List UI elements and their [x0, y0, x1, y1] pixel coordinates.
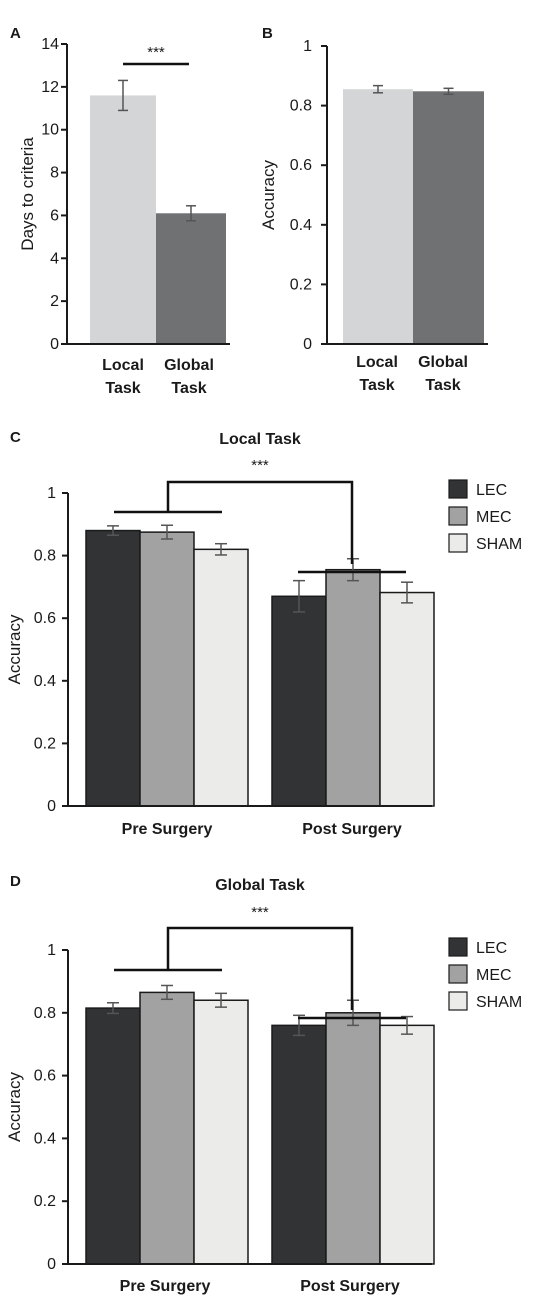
bar: [343, 89, 413, 345]
legend-swatch-lec: [448, 479, 468, 499]
legend-swatch-sham: [448, 991, 468, 1011]
y-tick-label: 0.2: [34, 735, 56, 752]
x-category-label: Pre Surgery: [122, 821, 213, 838]
legend-swatch-sham: [448, 533, 468, 553]
x-category-label: Task: [105, 380, 140, 397]
bar-sham: [379, 591, 435, 807]
significance-marker: ***: [251, 457, 269, 474]
chart-panel-d: D Global Task 0 0.2 0.4 0.6 0.8 1 Accuracy Pre Su…: [5, 873, 522, 1295]
y-tick-label: 6: [50, 207, 59, 224]
y-axis-label: Accuracy: [5, 1072, 24, 1142]
y-tick-label: 1: [303, 38, 312, 55]
legend-label-sham: SHAM: [476, 994, 522, 1011]
chart-panel-a: A 0 2 4 6 8 10 12 14 Days to criteria Local Task Glo…: [10, 25, 230, 397]
panel-letter: D: [10, 873, 21, 890]
y-tick-label: 0: [47, 1256, 56, 1273]
x-category-label: Post Surgery: [302, 821, 402, 838]
x-category-label: Task: [425, 377, 460, 394]
chart-title: Local Task: [219, 431, 301, 448]
y-tick-label: 0.4: [34, 1130, 56, 1147]
y-tick-label: 1: [47, 485, 56, 502]
bar: [90, 95, 156, 344]
x-category-label: Task: [359, 377, 394, 394]
y-tick-label: 0.8: [290, 98, 312, 115]
x-category-label: Global: [164, 357, 214, 374]
y-tick-label: 0.4: [290, 217, 312, 234]
y-tick-label: 0.4: [34, 673, 56, 690]
y-tick-label: 1: [47, 942, 56, 959]
chart-title: Global Task: [215, 877, 305, 894]
legend-label-mec: MEC: [476, 967, 512, 984]
y-axis-label: Accuracy: [5, 614, 24, 684]
y-tick-label: 10: [41, 122, 59, 139]
legend-label-sham: SHAM: [476, 536, 522, 553]
bar: [156, 213, 226, 344]
chart-panel-c: C Local Task 0 0.2 0.4 0.6 0.8 1 Accuracy Pre Sur…: [5, 429, 522, 838]
panel-letter: C: [10, 429, 21, 446]
x-category-label: Task: [171, 380, 206, 397]
panel-letter: B: [262, 25, 273, 42]
bar-sham: [193, 548, 249, 807]
legend-swatch-mec: [448, 506, 468, 526]
y-tick-label: 0.8: [34, 548, 56, 565]
significance-marker: ***: [251, 904, 269, 921]
y-tick-label: 0.6: [290, 157, 312, 174]
legend: LEC MEC SHAM: [448, 937, 522, 1011]
y-axis-label: Days to criteria: [18, 137, 37, 251]
x-category-label: Local: [356, 354, 398, 371]
y-tick-label: 0.2: [34, 1193, 56, 1210]
bar-lec: [271, 595, 327, 807]
significance-bracket: [166, 480, 354, 564]
bar-sham: [193, 999, 249, 1265]
significance-marker: ***: [147, 44, 165, 61]
bar-sham: [379, 1024, 435, 1265]
y-tick-label: 4: [50, 250, 59, 267]
y-tick-label: 0.2: [290, 276, 312, 293]
legend-label-lec: LEC: [476, 940, 507, 957]
chart-panel-b: B 0 0.2 0.4 0.6 0.8 1 Accuracy Local Task Global Ta…: [259, 25, 488, 394]
y-tick-label: 14: [41, 36, 59, 53]
x-category-label: Global: [418, 354, 468, 371]
legend-swatch-lec: [448, 937, 468, 957]
bar-mec: [325, 1012, 381, 1265]
bar-mec: [139, 991, 195, 1265]
y-tick-label: 0: [47, 798, 56, 815]
x-category-label: Local: [102, 357, 144, 374]
y-tick-label: 12: [41, 79, 59, 96]
y-tick-label: 0.6: [34, 1068, 56, 1085]
legend-label-lec: LEC: [476, 482, 507, 499]
bar-mec: [139, 531, 195, 807]
legend-swatch-mec: [448, 964, 468, 984]
x-category-label: Post Surgery: [300, 1278, 400, 1295]
bar: [413, 91, 484, 345]
bar-lec: [271, 1024, 327, 1265]
significance-bracket: [166, 926, 354, 1010]
y-tick-label: 0: [50, 336, 59, 353]
y-tick-label: 2: [50, 293, 59, 310]
y-axis-label: Accuracy: [259, 160, 278, 230]
bar-lec: [85, 529, 141, 807]
bar-lec: [85, 1007, 141, 1265]
x-category-label: Pre Surgery: [120, 1278, 211, 1295]
legend: LEC MEC SHAM: [448, 479, 522, 553]
bar-mec: [325, 568, 381, 807]
y-tick-label: 0.8: [34, 1005, 56, 1022]
legend-label-mec: MEC: [476, 509, 512, 526]
panel-letter: A: [10, 25, 21, 42]
y-tick-label: 8: [50, 165, 59, 182]
y-tick-label: 0: [303, 336, 312, 353]
y-tick-label: 0.6: [34, 610, 56, 627]
